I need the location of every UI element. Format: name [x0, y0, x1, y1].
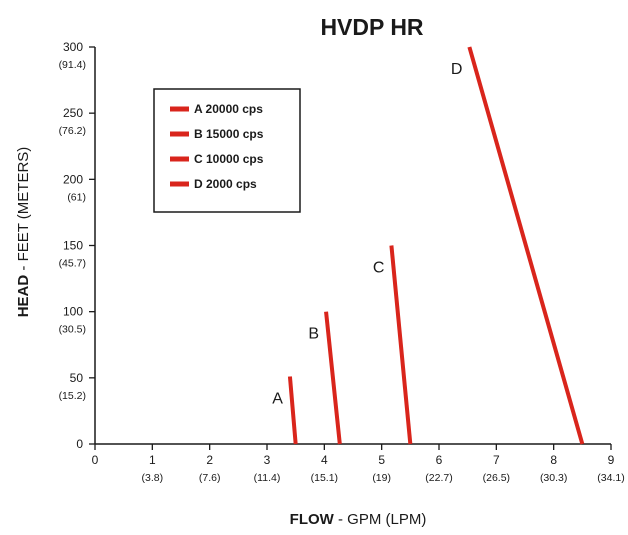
- series-layer: A B C D: [272, 46, 585, 445]
- series-line-c: [389, 245, 413, 445]
- series-label-c: C: [373, 260, 385, 277]
- series-label-d: D: [451, 61, 463, 78]
- legend: A 20000 cps B 15000 cps C 10000 cps D 2000 …: [153, 88, 301, 213]
- x-tick-sublabel: (7.6): [199, 472, 221, 484]
- x-axis-ticks: 0 1 (3.8) 2 (7.6) 3 (11.4) 4 (15.1) 5 (19) 6 (22.7) 7…: [92, 444, 625, 484]
- y-tick-sublabel: (15.2): [59, 390, 86, 402]
- x-axis-title-bold: FLOW: [290, 511, 335, 528]
- x-tick-label: 5: [378, 453, 385, 467]
- legend-label: D 2000 cps: [194, 177, 257, 191]
- svg-text:HEAD - FEET (METERS): HEAD - FEET (METERS): [15, 147, 32, 318]
- series-line-b: [324, 311, 342, 445]
- x-tick-label: 2: [206, 453, 213, 467]
- series-label-a: A: [272, 391, 283, 408]
- x-tick-sublabel: (34.1): [597, 472, 624, 484]
- x-tick-label: 6: [436, 453, 443, 467]
- y-tick-label: 100: [63, 305, 83, 319]
- x-tick-sublabel: (30.3): [540, 472, 567, 484]
- chart-title: HVDP HR: [320, 14, 423, 40]
- legend-label: A 20000 cps: [194, 102, 263, 116]
- x-tick-label: 7: [493, 453, 500, 467]
- y-axis-title-bold: HEAD: [15, 275, 32, 318]
- y-tick-label: 250: [63, 106, 83, 120]
- y-axis-title-rest: - FEET (METERS): [15, 147, 32, 275]
- x-axis-title-rest: - GPM (LPM): [334, 511, 427, 528]
- x-tick-label: 4: [321, 453, 328, 467]
- x-tick-label: 8: [550, 453, 557, 467]
- y-tick-sublabel: (76.2): [59, 125, 86, 137]
- x-tick-sublabel: (15.1): [311, 472, 338, 484]
- y-axis-ticks: 0 50 (15.2) 100 (30.5) 150 (45.7) 200 (61) 250 (76…: [59, 40, 95, 451]
- y-tick-label: 200: [63, 172, 83, 186]
- x-tick-label: 9: [608, 453, 615, 467]
- y-axis-title: HEAD - FEET (METERS): [15, 147, 32, 318]
- x-tick-label: 1: [149, 453, 156, 467]
- y-tick-label: 150: [63, 239, 83, 253]
- y-tick-sublabel: (61): [67, 191, 86, 203]
- x-tick-label: 3: [264, 453, 271, 467]
- series-line-d: [467, 46, 585, 445]
- y-tick-label: 50: [70, 371, 84, 385]
- x-tick-sublabel: (3.8): [142, 472, 164, 484]
- y-tick-sublabel: (45.7): [59, 258, 86, 270]
- legend-label: C 10000 cps: [194, 152, 264, 166]
- legend-box: [153, 88, 301, 213]
- legend-label: B 15000 cps: [194, 127, 264, 141]
- series-label-b: B: [308, 326, 319, 343]
- x-tick-sublabel: (22.7): [425, 472, 452, 484]
- x-tick-label: 0: [92, 453, 99, 467]
- x-tick-sublabel: (11.4): [254, 472, 281, 484]
- series-line-a: [287, 376, 298, 445]
- x-axis-title: FLOW - GPM (LPM): [290, 511, 427, 528]
- y-tick-label: 0: [76, 437, 83, 451]
- y-tick-sublabel: (91.4): [59, 59, 86, 71]
- y-tick-label: 300: [63, 40, 83, 54]
- y-tick-sublabel: (30.5): [59, 324, 86, 336]
- x-tick-sublabel: (19): [372, 472, 391, 484]
- x-tick-sublabel: (26.5): [483, 472, 510, 484]
